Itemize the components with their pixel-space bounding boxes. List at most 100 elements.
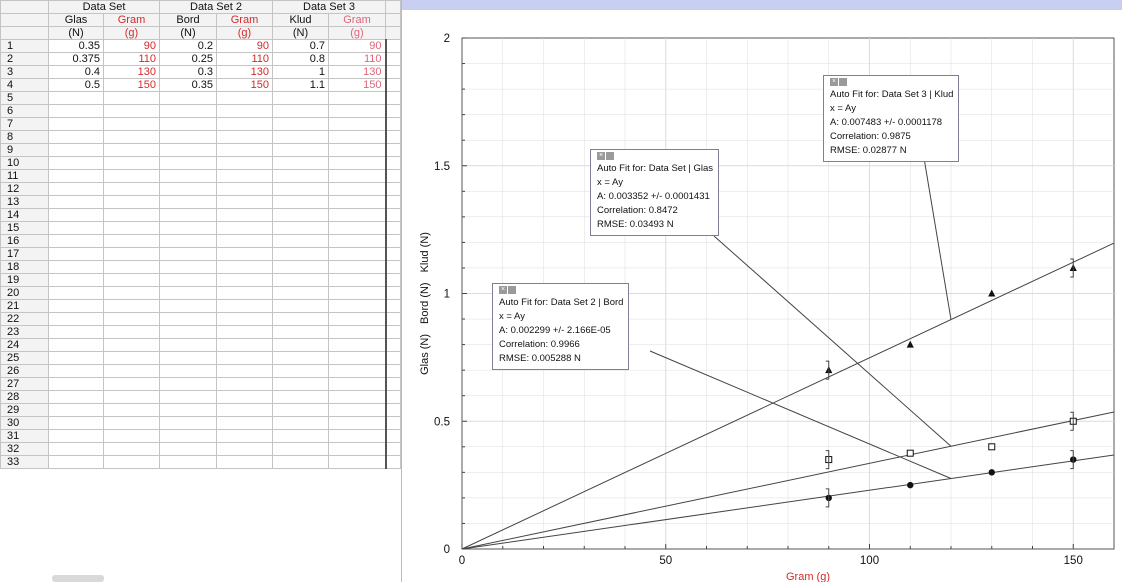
column-header-glas[interactable]: Glas <box>48 13 104 27</box>
close-icon[interactable]: × <box>499 286 507 294</box>
klud-point[interactable] <box>988 289 996 297</box>
table-cell[interactable] <box>272 429 329 443</box>
table-cell[interactable] <box>103 273 160 287</box>
table-cell[interactable] <box>48 351 104 365</box>
table-cell[interactable] <box>159 455 217 469</box>
table-cell[interactable]: 130 <box>328 65 387 79</box>
row-number[interactable]: 14 <box>0 208 49 222</box>
row-number[interactable]: 30 <box>0 416 49 430</box>
auto-fit-box-klud[interactable]: × Auto Fit for: Data Set 3 | Klud x = Ay A:… <box>823 75 960 162</box>
table-cell[interactable] <box>216 221 273 235</box>
close-icon[interactable]: × <box>597 152 605 160</box>
row-number[interactable]: 1 <box>0 39 49 53</box>
table-cell[interactable] <box>328 104 387 118</box>
table-cell[interactable]: 0.5 <box>48 78 104 92</box>
row-number[interactable]: 28 <box>0 390 49 404</box>
table-cell[interactable] <box>159 416 217 430</box>
row-number[interactable]: 22 <box>0 312 49 326</box>
table-cell[interactable]: 0.35 <box>159 78 217 92</box>
table-cell[interactable] <box>159 286 217 300</box>
table-cell[interactable] <box>159 221 217 235</box>
table-cell[interactable] <box>159 403 217 417</box>
row-number[interactable]: 31 <box>0 429 49 443</box>
table-cell[interactable] <box>159 208 217 222</box>
table-cell[interactable] <box>103 156 160 170</box>
table-cell[interactable] <box>103 260 160 274</box>
table-cell[interactable] <box>216 273 273 287</box>
table-cell[interactable] <box>328 455 387 469</box>
table-cell[interactable] <box>328 390 387 404</box>
table-cell[interactable] <box>272 364 329 378</box>
table-cell[interactable] <box>272 182 329 196</box>
table-cell[interactable] <box>328 351 387 365</box>
table-cell[interactable] <box>48 364 104 378</box>
y-axis-label[interactable]: Glas (N) Bord (N) Klud (N) <box>419 232 431 375</box>
table-cell[interactable] <box>272 91 329 105</box>
table-cell[interactable] <box>272 247 329 261</box>
table-cell[interactable] <box>103 130 160 144</box>
row-number[interactable]: 27 <box>0 377 49 391</box>
table-cell[interactable] <box>272 312 329 326</box>
table-cell[interactable] <box>159 247 217 261</box>
options-icon[interactable] <box>839 78 847 86</box>
table-cell[interactable]: 1 <box>272 65 329 79</box>
table-cell[interactable] <box>48 130 104 144</box>
table-cell[interactable] <box>103 182 160 196</box>
table-cell[interactable] <box>328 195 387 209</box>
table-cell[interactable] <box>48 273 104 287</box>
table-cell[interactable] <box>216 364 273 378</box>
table-cell[interactable] <box>216 429 273 443</box>
table-cell[interactable]: 0.8 <box>272 52 329 66</box>
column-header-gram-3[interactable]: Gram <box>328 13 386 27</box>
column-header-bord[interactable]: Bord <box>159 13 217 27</box>
table-cell[interactable] <box>216 299 273 313</box>
table-cell[interactable]: 130 <box>103 65 160 79</box>
table-cell[interactable] <box>159 195 217 209</box>
table-cell[interactable] <box>216 351 273 365</box>
table-cell[interactable] <box>103 169 160 183</box>
table-cell[interactable] <box>328 442 387 456</box>
options-icon[interactable] <box>606 152 614 160</box>
table-cell[interactable]: 90 <box>103 39 160 53</box>
table-cell[interactable] <box>48 390 104 404</box>
table-cell[interactable] <box>216 338 273 352</box>
table-cell[interactable] <box>216 104 273 118</box>
table-cell[interactable] <box>159 234 217 248</box>
table-cell[interactable] <box>48 338 104 352</box>
row-number[interactable]: 9 <box>0 143 49 157</box>
table-cell[interactable]: 90 <box>328 39 387 53</box>
table-cell[interactable] <box>159 338 217 352</box>
table-cell[interactable]: 0.35 <box>48 39 104 53</box>
table-cell[interactable] <box>328 286 387 300</box>
table-cell[interactable] <box>272 325 329 339</box>
table-cell[interactable] <box>328 91 387 105</box>
column-header-gram-2[interactable]: Gram <box>216 13 273 27</box>
table-cell[interactable] <box>48 208 104 222</box>
table-cell[interactable] <box>272 221 329 235</box>
row-number[interactable]: 33 <box>0 455 49 469</box>
table-cell[interactable] <box>328 403 387 417</box>
table-cell[interactable] <box>103 234 160 248</box>
table-cell[interactable]: 90 <box>216 39 273 53</box>
x-axis-label[interactable]: Gram (g) <box>786 571 830 582</box>
table-cell[interactable] <box>48 455 104 469</box>
row-number[interactable]: 13 <box>0 195 49 209</box>
table-cell[interactable] <box>159 364 217 378</box>
table-cell[interactable] <box>216 234 273 248</box>
table-cell[interactable] <box>272 442 329 456</box>
table-cell[interactable] <box>216 130 273 144</box>
row-number[interactable]: 10 <box>0 156 49 170</box>
table-cell[interactable] <box>48 325 104 339</box>
glas-point[interactable] <box>906 449 914 457</box>
row-number[interactable]: 18 <box>0 260 49 274</box>
row-number[interactable]: 2 <box>0 52 49 66</box>
table-cell[interactable] <box>272 104 329 118</box>
table-cell[interactable] <box>328 260 387 274</box>
auto-fit-box-bord[interactable]: × Auto Fit for: Data Set 2 | Bord x = Ay A:… <box>492 283 630 370</box>
row-number[interactable]: 17 <box>0 247 49 261</box>
table-cell[interactable] <box>159 377 217 391</box>
table-cell[interactable] <box>272 351 329 365</box>
table-cell[interactable] <box>272 455 329 469</box>
bord-point[interactable] <box>907 481 914 489</box>
table-cell[interactable] <box>103 104 160 118</box>
